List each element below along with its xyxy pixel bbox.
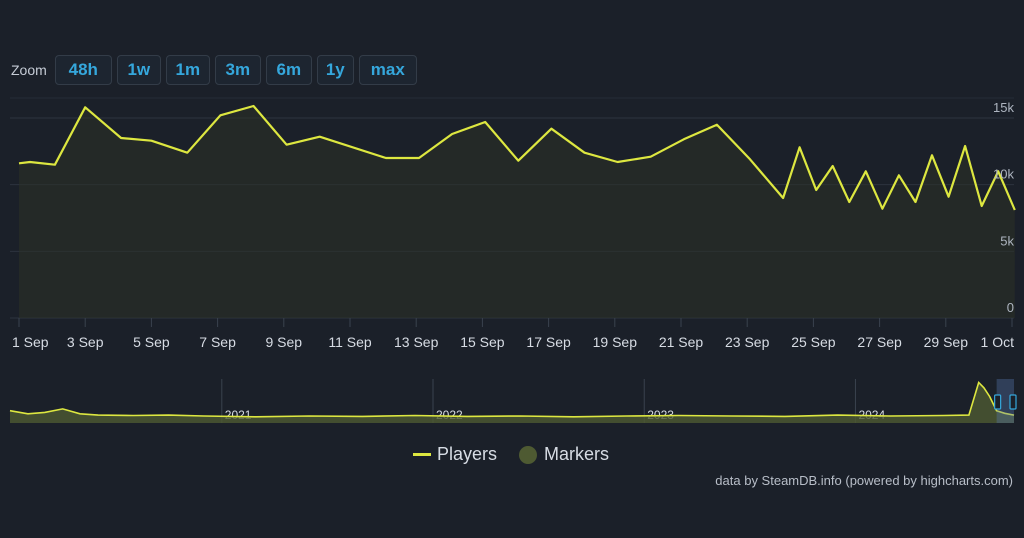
x-tick-label: 9 Sep	[266, 334, 303, 350]
credit-text: data by SteamDB.info (powered by highcha…	[715, 473, 1013, 488]
x-tick-label: 3 Sep	[67, 334, 104, 350]
zoom-bar: Zoom 48h 1w 1m 3m 6m 1y max	[11, 54, 422, 86]
x-tick-label: 13 Sep	[394, 334, 439, 350]
x-tick-label: 21 Sep	[659, 334, 704, 350]
x-tick-label: 7 Sep	[199, 334, 236, 350]
navigator-handle-left[interactable]	[994, 394, 1002, 410]
zoom-buttons: 48h 1w 1m 3m 6m 1y max	[54, 55, 422, 85]
x-tick-label: 1 Oct	[981, 334, 1015, 350]
players-line	[18, 104, 1016, 211]
legend-label-markers: Markers	[544, 444, 610, 464]
navigator-area	[10, 382, 1014, 423]
players-area	[19, 106, 1015, 318]
legend-label-players: Players	[437, 444, 498, 464]
zoom-button-1m[interactable]: 1m	[165, 55, 210, 85]
y-axis-labels: 0 5k 10k 15k	[993, 100, 1014, 315]
y-tick-label: 10k	[993, 167, 1014, 182]
navigator-line	[9, 380, 1015, 418]
y-tick-label: 15k	[993, 100, 1014, 115]
x-tick-label: 15 Sep	[460, 334, 505, 350]
markers-dot-icon	[519, 445, 538, 464]
zoom-button-max[interactable]: max	[358, 55, 417, 85]
x-tick-label: 27 Sep	[857, 334, 902, 350]
x-tick-label: 29 Sep	[924, 334, 969, 350]
y-tick-label: 5k	[1000, 233, 1014, 248]
player-chart: 0 5k 10k 15k 1 Sep 3 Sep 5 Sep 7 Sep 9 Sep 11 Se…	[9, 97, 1017, 423]
y-tick-label: 0	[1007, 300, 1014, 315]
x-tick-label: 17 Sep	[526, 334, 571, 350]
zoom-button-1y[interactable]: 1y	[316, 55, 354, 85]
zoom-button-48h[interactable]: 48h	[54, 55, 112, 85]
zoom-button-3m[interactable]: 3m	[214, 55, 261, 85]
legend: Players Markers	[413, 444, 609, 465]
x-tick-label: 5 Sep	[133, 334, 170, 350]
zoom-label: Zoom	[11, 62, 47, 78]
navigator[interactable]: 2021 2022 2023 2024	[9, 379, 1017, 423]
x-tick-label: 1 Sep	[12, 334, 49, 350]
legend-item-players[interactable]: Players	[413, 444, 497, 465]
main-plot	[18, 104, 1016, 318]
zoom-button-6m[interactable]: 6m	[265, 55, 312, 85]
x-tick-label: 19 Sep	[593, 334, 638, 350]
navigator-handle-right[interactable]	[1009, 394, 1017, 410]
x-tick-label: 23 Sep	[725, 334, 770, 350]
legend-item-markers[interactable]: Markers	[519, 444, 609, 465]
x-tick-label: 25 Sep	[791, 334, 836, 350]
players-line-icon	[413, 453, 431, 456]
x-tick-label: 11 Sep	[328, 334, 372, 350]
zoom-button-1w[interactable]: 1w	[116, 55, 161, 85]
x-axis-ticks: 1 Sep 3 Sep 5 Sep 7 Sep 9 Sep 11 Sep 13 Sep 15 …	[12, 318, 1014, 350]
navigator-selection[interactable]	[996, 379, 1014, 423]
